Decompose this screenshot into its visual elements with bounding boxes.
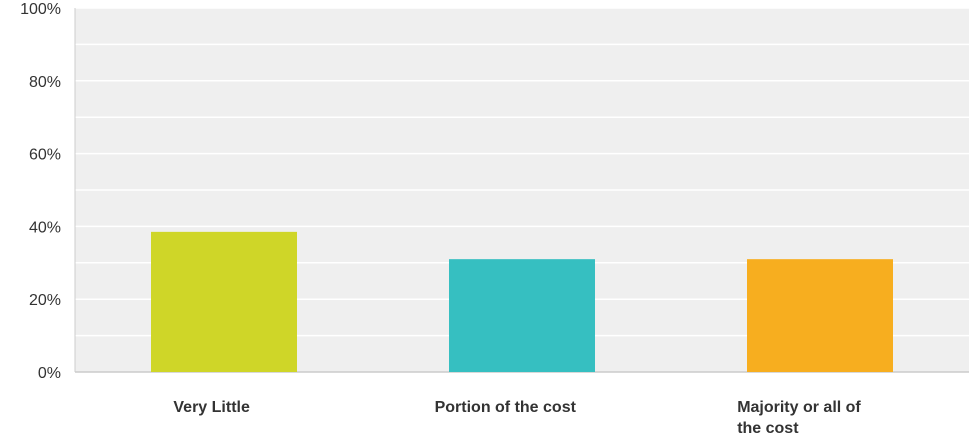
y-tick-label: 80% [29, 74, 61, 91]
bar [449, 259, 595, 372]
bar [747, 259, 893, 372]
bar [151, 231, 297, 372]
y-axis-ticks: 0% 20% 40% 60% 80% 100% [20, 1, 61, 382]
y-tick-label: 40% [29, 219, 61, 236]
y-tick-label: 0% [38, 365, 61, 382]
category-label: Majority or all of [737, 399, 861, 416]
category-labels: Very Little Portion of the cost Majority o… [173, 399, 861, 437]
bars [151, 231, 893, 372]
y-tick-label: 100% [20, 1, 61, 18]
category-label: Portion of the cost [435, 399, 577, 416]
y-tick-label: 20% [29, 292, 61, 309]
category-label: Very Little [173, 399, 250, 416]
y-tick-label: 60% [29, 147, 61, 164]
category-label: the cost [737, 420, 799, 437]
